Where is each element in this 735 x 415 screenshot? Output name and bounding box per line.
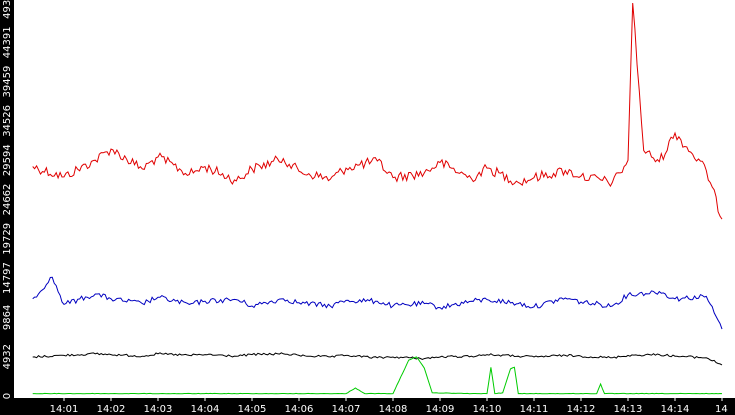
x-tick-label: 14:11 (520, 404, 549, 415)
x-tick-label: 14:02 (97, 404, 126, 415)
x-tick-label: 14 (715, 404, 728, 415)
x-tick-label: 14:12 (567, 404, 596, 415)
y-tick-label: 0 (2, 393, 13, 399)
x-tick-label: 14:05 (238, 404, 267, 415)
series-line-0 (32, 2, 723, 220)
x-tick-label: 14:10 (473, 404, 502, 415)
x-tick-label: 14:13 (614, 404, 643, 415)
y-tick-label: 39459 (2, 66, 13, 98)
series-line-2 (32, 352, 723, 366)
x-axis-band (0, 398, 735, 415)
x-tick-label: 14:14 (661, 404, 690, 415)
x-tick-label: 14:09 (426, 404, 455, 415)
x-tick-label: 14:04 (191, 404, 220, 415)
y-tick-label: 19729 (2, 223, 13, 255)
x-tick-label: 14:06 (285, 404, 314, 415)
x-tick-label: 14:08 (379, 404, 408, 415)
y-tick-label: 9864 (2, 305, 13, 330)
y-tick-label: 4932 (2, 344, 13, 369)
x-tick-label: 14:07 (332, 404, 361, 415)
x-tick-label: 14:03 (144, 404, 173, 415)
y-tick-label: 49324 (2, 0, 13, 19)
y-axis-band (0, 0, 14, 415)
x-axis-ticks: 14:01 14:02 14:03 14:04 14:05 14:06 14:07 14:08… (50, 398, 728, 415)
y-tick-label: 24662 (2, 184, 13, 216)
series-line-3 (32, 356, 723, 395)
x-tick-label: 14:01 (50, 404, 79, 415)
y-tick-label: 44391 (2, 26, 13, 58)
y-tick-label: 29594 (2, 144, 13, 176)
series-line-1 (32, 276, 723, 330)
y-axis-ticks: 0 4932 9864 14797 19729 24662 29594 34526 39459 4… (2, 0, 13, 399)
plot-area (14, 0, 735, 398)
series-layer (32, 2, 723, 395)
y-tick-label: 14797 (2, 262, 13, 294)
y-tick-label: 34526 (2, 105, 13, 137)
